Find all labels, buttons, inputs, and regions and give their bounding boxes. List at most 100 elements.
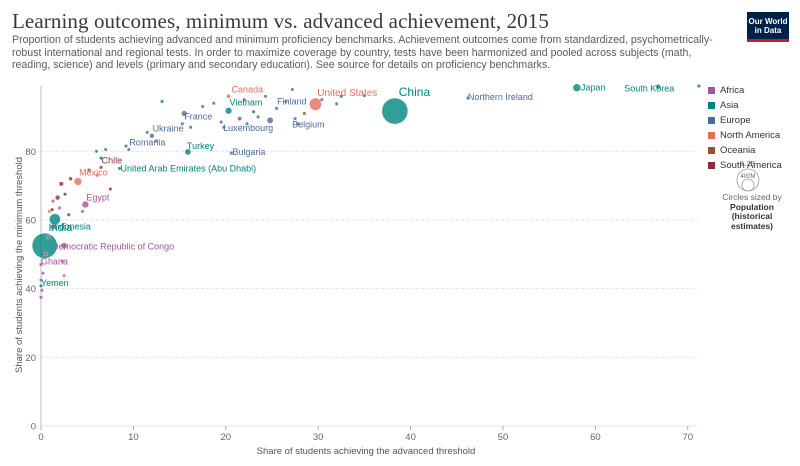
point-democratic-republic-of-congo[interactable] [60, 242, 68, 249]
data-point[interactable] [188, 125, 193, 130]
data-point[interactable] [237, 116, 242, 121]
data-point[interactable] [290, 87, 295, 92]
y-tick-label: 40 [25, 284, 36, 295]
data-point[interactable] [362, 93, 367, 98]
data-point[interactable] [339, 94, 344, 99]
legend-label: Asia [720, 100, 739, 111]
point-united-arab-emirates-abu-dhabi[interactable] [117, 166, 122, 171]
data-point[interactable] [66, 212, 71, 217]
legend-item-oceania[interactable]: Oceania [708, 143, 798, 158]
label-france: France [184, 111, 212, 121]
data-point[interactable] [50, 224, 56, 230]
point-canada[interactable] [226, 94, 231, 99]
logo-line-1: Our World [748, 17, 788, 26]
axes: 0 20 40 60 80 0 10 20 30 40 50 60 70 [25, 86, 693, 443]
point-luxembourg[interactable] [219, 120, 224, 125]
x-tick-label: 0 [38, 432, 43, 443]
data-point[interactable] [80, 209, 85, 214]
data-point[interactable] [211, 101, 216, 106]
legend-item-south-america[interactable]: South America [708, 158, 798, 173]
label-luxembourg: Luxembourg [223, 123, 273, 133]
data-point[interactable] [263, 94, 268, 99]
data-point[interactable] [99, 156, 104, 161]
point-france[interactable] [181, 110, 188, 117]
label-indonesia: Indonesia [52, 221, 91, 231]
data-point[interactable] [266, 116, 274, 124]
owid-logo[interactable]: Our World in Data [747, 12, 789, 42]
point-china[interactable] [381, 97, 409, 125]
label-united-arab-emirates-abu-dhabi: United Arab Emirates (Abu Dhabi) [121, 163, 257, 173]
data-point[interactable] [154, 138, 159, 143]
point-vietnam[interactable] [225, 107, 233, 115]
data-point[interactable] [108, 187, 113, 192]
point-india[interactable] [31, 232, 58, 259]
data-point[interactable] [40, 271, 45, 276]
data-point[interactable] [245, 121, 250, 126]
point-romania[interactable] [126, 147, 131, 152]
point-south-korea[interactable] [655, 84, 661, 90]
data-point[interactable] [62, 273, 67, 278]
data-point[interactable] [180, 121, 185, 126]
data-point[interactable] [51, 199, 56, 204]
point-finland[interactable] [274, 106, 279, 111]
legend-item-africa[interactable]: Africa [708, 83, 798, 98]
label-south-korea: South Korea [624, 84, 674, 94]
data-point[interactable] [256, 114, 261, 119]
data-point[interactable] [94, 149, 99, 154]
size-caption-bold: Population (historical estimates) [730, 201, 774, 231]
point-united-states[interactable] [308, 97, 322, 111]
data-point[interactable] [63, 192, 68, 197]
data-point[interactable] [124, 144, 129, 149]
data-point[interactable] [39, 295, 44, 300]
data-point[interactable] [696, 83, 701, 88]
point-ukraine[interactable] [149, 133, 155, 139]
data-point[interactable] [302, 111, 307, 116]
data-point[interactable] [87, 168, 92, 173]
point-yemen[interactable] [38, 283, 44, 288]
data-point[interactable] [200, 104, 205, 109]
data-point[interactable] [68, 176, 73, 181]
data-point[interactable] [251, 109, 256, 114]
point-mexico[interactable] [73, 177, 83, 186]
label-china: China [399, 85, 431, 99]
logo-accent-bar [747, 39, 789, 42]
point-belgium[interactable] [293, 116, 298, 121]
point-ghana[interactable] [38, 262, 44, 267]
data-point[interactable] [283, 99, 288, 104]
data-point[interactable] [43, 252, 48, 257]
point-egypt[interactable] [81, 200, 89, 209]
legend-swatch [708, 162, 715, 169]
data-point[interactable] [160, 99, 165, 104]
point-chile[interactable] [99, 165, 104, 170]
point-turkey[interactable] [184, 148, 192, 156]
data-point[interactable] [242, 97, 247, 102]
data-point[interactable] [46, 235, 51, 240]
legend-item-europe[interactable]: Europe [708, 113, 798, 128]
data-point[interactable] [319, 97, 324, 102]
legend-label: North America [720, 130, 781, 141]
data-point[interactable] [103, 147, 108, 152]
point-bulgaria[interactable] [229, 150, 234, 155]
data-point[interactable] [95, 173, 100, 178]
data-point[interactable] [57, 205, 62, 210]
data-point[interactable] [55, 195, 61, 201]
point-japan[interactable] [572, 83, 582, 92]
data-point[interactable] [145, 130, 150, 135]
label-democratic-republic-of-congo: Democratic Republic of Congo [52, 242, 174, 252]
legend-swatch [708, 132, 715, 139]
data-point[interactable] [60, 259, 65, 264]
logo-line-2: in Data [754, 26, 782, 35]
point-northern-ireland[interactable] [465, 96, 470, 101]
legend-item-asia[interactable]: Asia [708, 98, 798, 113]
data-point[interactable] [334, 101, 339, 106]
data-point[interactable] [295, 121, 300, 126]
data-point[interactable] [39, 288, 44, 293]
data-point[interactable] [39, 278, 44, 283]
gridlines [41, 150, 697, 427]
label-united-states: United States [317, 88, 377, 99]
data-point[interactable] [221, 125, 226, 130]
data-point[interactable] [58, 181, 64, 187]
legend-item-north-america[interactable]: North America [708, 128, 798, 143]
data-point[interactable] [47, 209, 52, 214]
label-india: India [48, 222, 73, 234]
